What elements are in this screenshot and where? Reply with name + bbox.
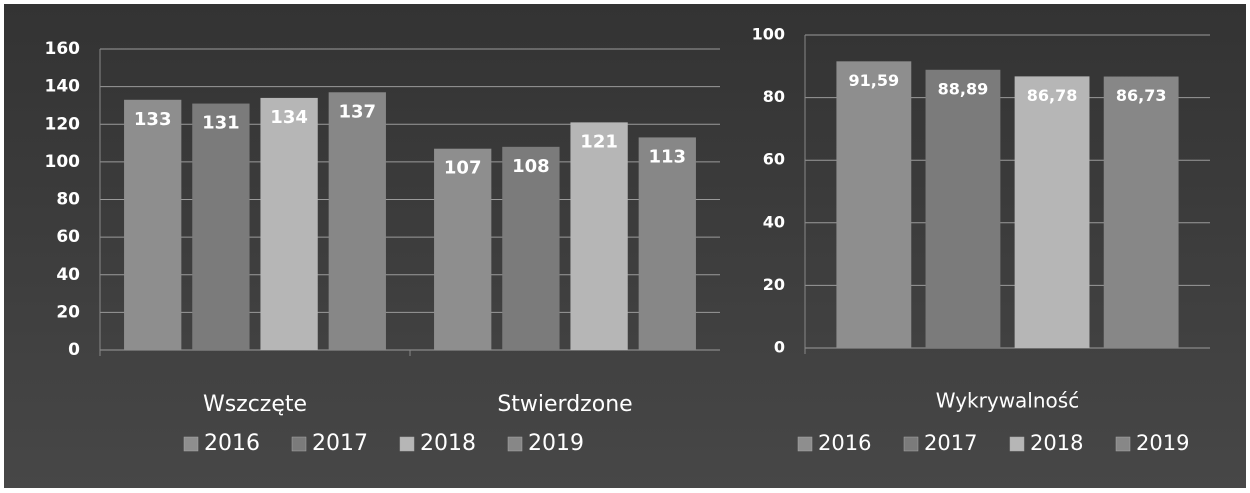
data-label: 121 [580, 131, 618, 152]
bar [925, 69, 1001, 349]
y-tick-label: 0 [774, 338, 785, 357]
bar [192, 103, 250, 351]
legend-label: 2018 [420, 431, 476, 456]
bar [260, 97, 318, 350]
y-tick-label: 60 [56, 227, 80, 247]
data-label: 134 [270, 107, 308, 128]
legend-swatch [1115, 436, 1131, 452]
x-category-label: Wykrywalność [936, 389, 1079, 413]
y-tick-label: 160 [45, 39, 81, 59]
legend-swatch [399, 436, 415, 452]
y-tick-label: 20 [56, 302, 80, 322]
data-label: 107 [444, 158, 482, 179]
y-tick-label: 80 [763, 87, 785, 106]
bar [638, 137, 696, 350]
data-label: 131 [202, 113, 240, 134]
legend-swatch [1009, 436, 1025, 452]
bar [1014, 76, 1090, 348]
data-label: 133 [134, 109, 172, 130]
y-tick-label: 100 [45, 152, 81, 172]
bar [124, 99, 182, 350]
legend-label: 2019 [528, 431, 584, 456]
y-tick-label: 40 [56, 265, 80, 285]
legend-swatch [797, 436, 813, 452]
y-tick-label: 20 [763, 275, 785, 294]
data-label: 91,59 [849, 71, 900, 90]
data-label: 137 [339, 101, 377, 122]
bar [836, 61, 912, 348]
legend-label: 2018 [1030, 431, 1083, 455]
y-tick-label: 80 [56, 190, 80, 210]
y-tick-label: 100 [752, 25, 785, 44]
legend-swatch [183, 436, 199, 452]
y-tick-label: 60 [763, 150, 785, 169]
legend-swatch [903, 436, 919, 452]
bar [1103, 76, 1179, 349]
bar [502, 146, 560, 350]
y-tick-label: 120 [45, 114, 81, 134]
y-tick-label: 0 [68, 340, 80, 360]
bar [328, 92, 386, 351]
legend-swatch [291, 436, 307, 452]
legend-label: 2016 [204, 431, 260, 456]
y-tick-label: 40 [763, 212, 785, 231]
data-label: 86,78 [1027, 86, 1078, 105]
legend-label: 2019 [1136, 431, 1189, 455]
bar [570, 122, 628, 351]
data-label: 88,89 [938, 79, 989, 98]
bar [434, 148, 492, 350]
data-label: 86,73 [1116, 86, 1167, 105]
legend-label: 2017 [312, 431, 368, 456]
x-category-label: Stwierdzone [497, 392, 632, 417]
data-label: 108 [512, 156, 550, 177]
data-label: 113 [649, 146, 687, 167]
legend-swatch [507, 436, 523, 452]
x-category-label: Wszczęte [203, 392, 307, 417]
y-tick-label: 140 [45, 77, 81, 97]
legend-label: 2016 [818, 431, 871, 455]
legend-label: 2017 [924, 431, 977, 455]
